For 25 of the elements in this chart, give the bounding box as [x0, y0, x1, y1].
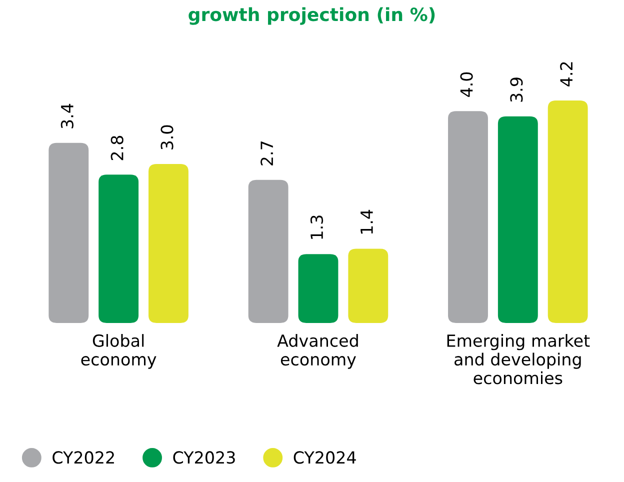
data-label: 4.0: [460, 72, 473, 97]
bar: [498, 116, 538, 323]
x-tick-label: Advanced economy: [277, 334, 358, 369]
data-label: 2.7: [260, 142, 273, 166]
data-label: 1.3: [310, 216, 324, 239]
data-label: 2.8: [110, 136, 124, 160]
chart-title: growth projection (in %): [188, 7, 435, 25]
data-label: 3.9: [510, 78, 523, 102]
bar: [448, 111, 488, 323]
data-label: 3.0: [160, 125, 174, 150]
data-label: 1.4: [360, 210, 373, 234]
x-tick-label: Global economy: [81, 334, 156, 369]
bar: [48, 142, 89, 323]
bar: [248, 180, 288, 323]
bar: [98, 174, 139, 323]
bar: [298, 254, 338, 323]
legend-label: CY2023: [173, 451, 235, 464]
legend-label: CY2024: [294, 451, 356, 464]
legend-label: CY2022: [52, 451, 114, 464]
bar: [348, 248, 388, 323]
x-tick-label: Emerging market and developing economies: [447, 334, 590, 384]
data-label: 4.2: [560, 62, 572, 86]
data-label: 3.4: [60, 104, 74, 128]
bar: [148, 164, 188, 323]
bar: [548, 100, 588, 323]
